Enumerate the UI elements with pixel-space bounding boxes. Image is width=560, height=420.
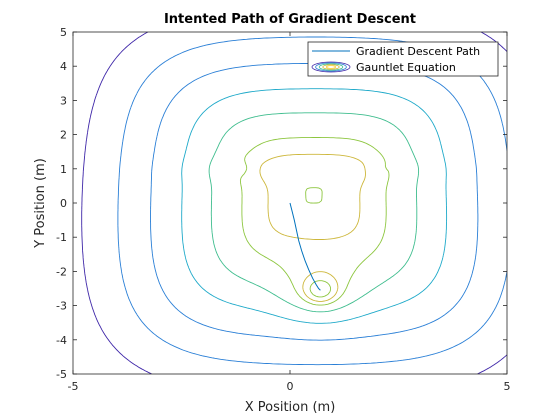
chart-title: Intented Path of Gradient Descent — [164, 12, 416, 27]
contour-level-6 — [259, 153, 366, 302]
legend-swatch-ring-2 — [318, 63, 344, 71]
x-tick-label-2: 5 — [504, 380, 511, 393]
x-axis-label: X Position (m) — [245, 400, 336, 415]
legend-entry-gradient-descent-path: Gradient Descent Path — [356, 45, 480, 58]
legend-swatch-ring-0 — [311, 61, 351, 73]
y-tick-label-7: 2 — [60, 129, 67, 142]
y-tick-label-0: -5 — [56, 368, 67, 381]
contour-level-5 — [305, 187, 332, 298]
x-tick-label-0: -5 — [68, 380, 79, 393]
legend-entry-gauntlet-equation: Gauntlet Equation — [356, 61, 456, 74]
legend-swatch-gauntlet-equation — [311, 61, 351, 73]
contour-level-8 — [208, 112, 420, 313]
y-tick-label-6: 1 — [60, 163, 67, 176]
y-tick-label-2: -3 — [56, 300, 67, 313]
y-tick-label-9: 4 — [60, 60, 67, 73]
gradient-descent-path — [289, 202, 321, 291]
contour-level-7 — [239, 137, 390, 306]
legend: Gradient Descent Path Gauntlet Equation — [307, 41, 499, 77]
y-tick-label-10: 5 — [60, 26, 67, 39]
contour-level-12 — [81, 32, 507, 374]
legend-swatch-ring-1 — [315, 62, 347, 72]
y-axis-label: Y Position (m) — [33, 158, 48, 249]
y-tick-label-1: -4 — [56, 334, 67, 347]
y-tick-label-3: -2 — [56, 265, 67, 278]
y-tick-label-4: -1 — [56, 231, 67, 244]
y-tick-label-8: 3 — [60, 94, 67, 107]
x-tick-label-1: 0 — [287, 380, 294, 393]
contour-level-9 — [181, 88, 448, 324]
y-tick-label-5: 0 — [60, 197, 67, 210]
legend-swatch-ring-4 — [325, 65, 336, 69]
contour-plot — [81, 32, 507, 374]
legend-swatch-ring-3 — [322, 64, 340, 70]
axis-ticks: -5 0 5 -5 -4 -3 -2 -1 0 1 2 3 4 5 — [56, 26, 510, 393]
